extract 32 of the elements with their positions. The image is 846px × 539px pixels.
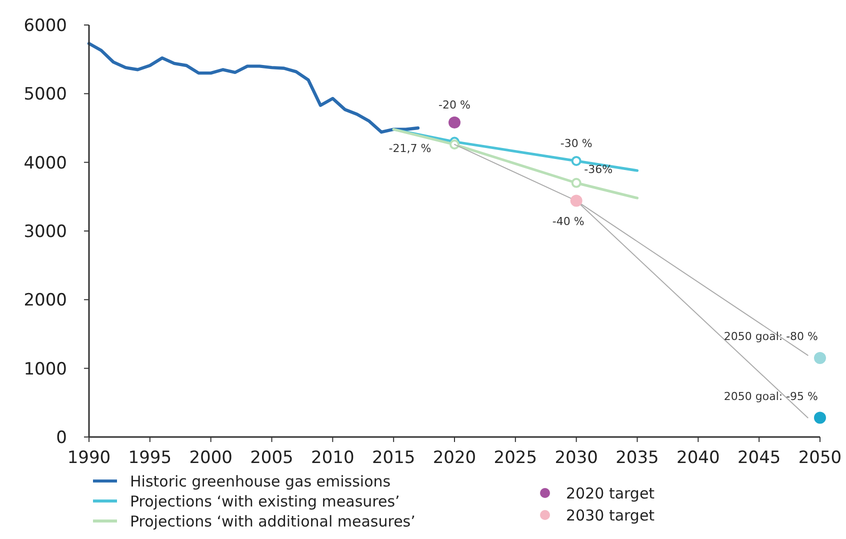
x-tick-label: 2000 (189, 448, 232, 468)
y-tick-label: 2000 (24, 290, 67, 311)
y-tick-label: 3000 (24, 222, 67, 242)
annotation: -36% (584, 162, 613, 176)
annotation: 2050 goal: -80 % (724, 330, 818, 344)
legend-label: Projections ‘with existing measures’ (130, 492, 400, 510)
x-tick-label: 2015 (372, 448, 416, 468)
annotation: -21,7 % (388, 142, 432, 155)
x-tick-label: 2045 (737, 448, 781, 468)
x-tick-label: 2030 (554, 448, 598, 468)
annotation: -30 % (560, 136, 592, 150)
legend-label: Projections ‘with additional measures’ (130, 512, 416, 530)
x-tick-label: 1995 (128, 448, 172, 468)
x-tick-label: 2005 (250, 448, 294, 468)
y-tick-label: 1000 (24, 359, 67, 380)
x-tick-label: 2020 (432, 448, 476, 468)
annotation: -40 % (552, 214, 584, 228)
legend-label: 2020 target (566, 484, 655, 502)
x-tick-label: 2035 (616, 448, 659, 468)
annotation: -20 % (438, 98, 470, 112)
x-tick-label: 2040 (676, 448, 720, 468)
y-tick-label: 4000 (24, 153, 67, 174)
x-tick-label: 2025 (494, 448, 538, 468)
y-tick-label: 5000 (24, 84, 67, 105)
annotation: 2050 goal: -95 % (724, 390, 818, 403)
legend-label: Historic greenhouse gas emissions (130, 472, 391, 490)
legend-label: 2030 target (566, 506, 655, 524)
x-tick-label: 2010 (311, 448, 354, 468)
y-tick-label: 6000 (24, 16, 67, 36)
x-tick-label: 2050 (798, 448, 842, 468)
x-tick-label: 1990 (67, 448, 111, 468)
y-tick-label: 0 (56, 428, 67, 448)
